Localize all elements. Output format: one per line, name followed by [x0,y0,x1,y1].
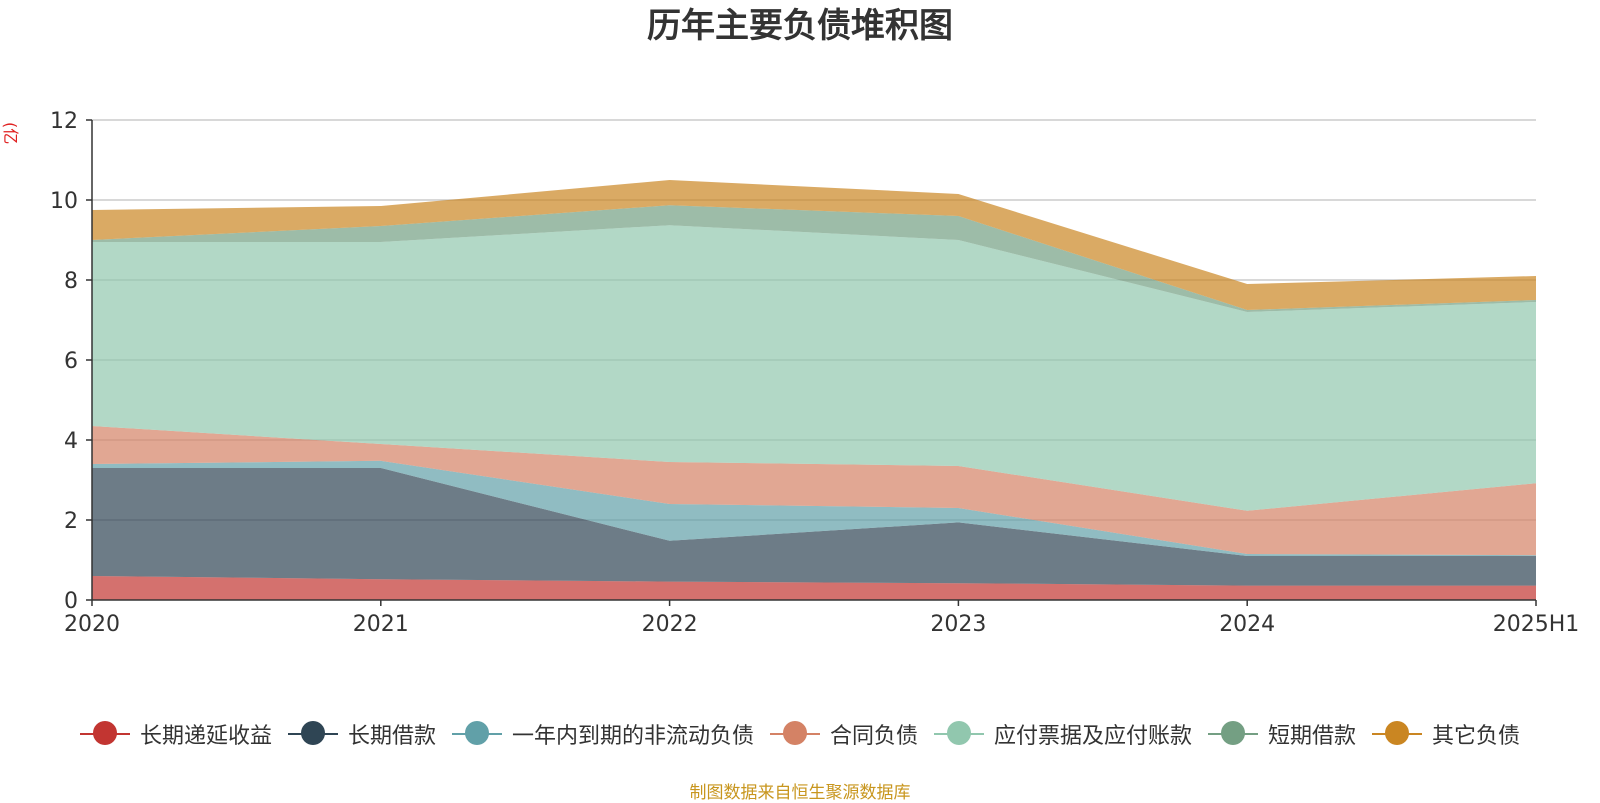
x-tick-label: 2024 [1219,612,1275,637]
chart-title: 历年主要负债堆积图 [647,6,953,46]
x-tick-label: 2020 [64,612,120,637]
legend-item[interactable]: 合同负债 [769,718,918,750]
legend-item[interactable]: 应付票据及应付账款 [934,718,1192,750]
chart-legend: 长期递延收益 长期借款 一年内到期的非流动负债 合同负债 应付票据及应付账款 短期借款 其它… [0,714,1600,754]
y-tick-label: 4 [64,429,78,454]
legend-marker-icon [287,721,338,747]
legend-label: 其它负债 [1432,724,1521,749]
area-series-5 [92,225,1536,511]
y-tick-label: 12 [50,109,78,134]
legend-marker-icon [1372,721,1423,747]
legend-label: 合同负债 [829,724,918,749]
x-tick-label: 2023 [930,612,986,637]
data-source-note: 制图数据来自恒生聚源数据库 [689,783,911,803]
legend-item[interactable]: 长期借款 [287,718,436,750]
legend-label: 长期借款 [347,724,436,749]
legend-marker-icon [451,721,502,747]
legend-marker-icon [934,721,984,747]
area-series-1 [92,576,1536,600]
x-tick-label: 2021 [353,612,409,637]
y-tick-label: 2 [64,509,78,534]
x-tick-label: 2022 [642,612,698,637]
legend-item[interactable]: 一年内到期的非流动负债 [451,718,754,750]
area-series-3 [92,460,1536,556]
y-tick-label: 8 [64,269,78,294]
area-series-6 [92,205,1536,312]
legend-marker-icon [1208,721,1259,747]
y-tick-label: 6 [64,349,78,374]
stacked-area-chart: 0 2 4 6 8 10 12 2020 2021 2022 2023 2024 2025H1 [50,109,1580,637]
legend-item[interactable]: 长期递延收益 [79,718,272,750]
area-series-4 [92,426,1536,556]
area-series-2 [92,468,1536,586]
legend-label: 应付票据及应付账款 [994,724,1193,749]
x-tick-label: 2025H1 [1493,612,1580,637]
legend-item[interactable]: 其它负债 [1372,718,1520,750]
area-series-7 [92,180,1536,310]
legend-marker-icon [79,721,130,747]
legend-label: 长期递延收益 [139,724,272,749]
y-tick-label: 0 [64,589,78,614]
legend-label: 一年内到期的非流动负债 [511,724,754,749]
y-tick-label: 10 [50,189,78,214]
legend-label: 短期借款 [1268,724,1357,749]
legend-item[interactable]: 短期借款 [1208,718,1356,750]
legend-marker-icon [769,721,820,747]
